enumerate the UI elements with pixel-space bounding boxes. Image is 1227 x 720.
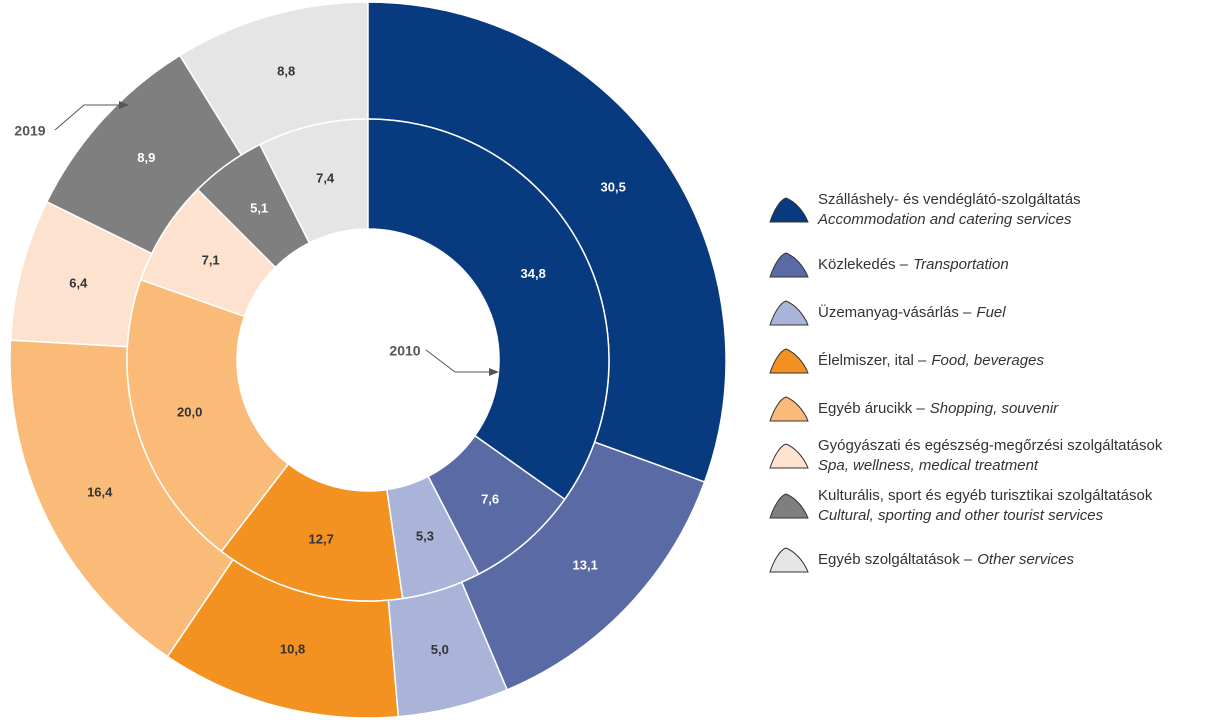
legend-translation: Fuel bbox=[976, 304, 1006, 321]
wedge bbox=[126, 278, 290, 553]
legend-label: Cultural, sporting and other tourist ser… bbox=[818, 507, 1104, 524]
legend-label: Gyógyászati és egészség-megőrzési szolgá… bbox=[818, 437, 1163, 454]
data-label: 6,4 bbox=[69, 276, 88, 291]
legend-label: Közlekedés – Transportation bbox=[818, 256, 1009, 273]
data-label: 10,8 bbox=[280, 641, 305, 656]
arrow bbox=[54, 101, 129, 131]
data-label: 20,0 bbox=[177, 404, 202, 419]
wedge bbox=[427, 434, 566, 576]
legend-label: Spa, wellness, medical treatment bbox=[818, 457, 1039, 474]
data-label: 5,1 bbox=[250, 201, 268, 216]
series-label: 2010 bbox=[389, 343, 420, 359]
legend-label: Egyéb árucikk – Shopping, souvenir bbox=[818, 400, 1059, 417]
legend-label: Kulturális, sport és egyéb turisztikai s… bbox=[818, 487, 1153, 504]
legend-icon bbox=[769, 197, 809, 223]
wedge bbox=[220, 462, 404, 602]
legend-label: Szálláshely- és vendéglátó-szolgáltatás bbox=[818, 191, 1081, 208]
legend-label: Accommodation and catering services bbox=[817, 211, 1072, 228]
wedge bbox=[386, 475, 480, 600]
legend-name: Egyéb szolgáltatások – bbox=[818, 551, 973, 568]
data-label: 8,8 bbox=[277, 63, 295, 78]
data-label: 7,1 bbox=[202, 252, 220, 267]
legend-icon bbox=[769, 547, 809, 573]
arrow bbox=[425, 349, 499, 376]
legend-name: Egyéb árucikk – bbox=[818, 400, 925, 417]
legend-label: Egyéb szolgáltatások – Other services bbox=[818, 551, 1074, 568]
data-label: 34,8 bbox=[521, 266, 546, 281]
data-label: 7,6 bbox=[481, 492, 499, 507]
legend-name: Közlekedés – bbox=[818, 256, 909, 273]
data-label: 13,1 bbox=[573, 558, 598, 573]
legend-translation: Transportation bbox=[913, 256, 1009, 273]
data-label: 30,5 bbox=[601, 179, 626, 194]
wedge bbox=[139, 188, 277, 318]
legend-icon bbox=[769, 396, 809, 422]
data-label: 5,0 bbox=[431, 642, 449, 657]
legend-name: Üzemanyag-vásárlás – bbox=[818, 303, 972, 321]
data-label: 12,7 bbox=[309, 531, 334, 546]
wedge bbox=[367, 118, 610, 501]
legend-translation: Shopping, souvenir bbox=[930, 400, 1059, 417]
series-label: 2019 bbox=[14, 123, 45, 139]
legend-label: Élelmiszer, ital – Food, beverages bbox=[818, 352, 1044, 369]
wedge bbox=[196, 143, 311, 269]
data-label: 8,9 bbox=[137, 150, 155, 165]
legend-translation: Food, beverages bbox=[931, 352, 1044, 369]
legend-icon bbox=[769, 348, 809, 374]
legend-name: Élelmiszer, ital – bbox=[818, 352, 927, 369]
data-label: 16,4 bbox=[87, 485, 113, 500]
data-label: 5,3 bbox=[416, 529, 434, 544]
legend-label: Üzemanyag-vásárlás – Fuel bbox=[818, 303, 1006, 321]
legend-icon bbox=[769, 300, 809, 326]
legend-icon bbox=[769, 252, 809, 278]
legend-translation: Other services bbox=[977, 551, 1074, 568]
legend-icon bbox=[769, 443, 809, 469]
legend-icon bbox=[769, 493, 809, 519]
data-label: 7,4 bbox=[316, 170, 335, 185]
